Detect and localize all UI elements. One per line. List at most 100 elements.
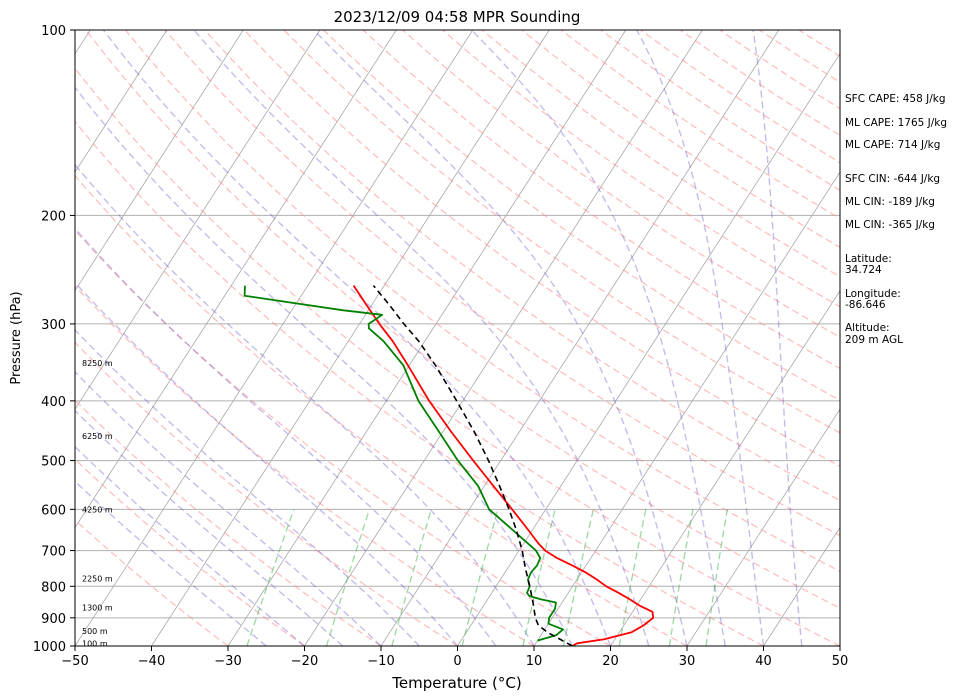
- height-label: 2250 m: [82, 574, 113, 583]
- isotherm-line: [763, 526, 840, 646]
- moist-adiabat-line: [75, 163, 535, 646]
- mixing-ratio-line: [522, 509, 556, 646]
- y-tick-label: 300: [41, 318, 66, 333]
- moist-adiabat-line: [75, 445, 305, 646]
- latitude-value: 34.724: [845, 264, 882, 276]
- isotherm-line: [75, 30, 321, 410]
- latitude-label: Latitude:: [845, 253, 892, 265]
- dry-adiabat-line: [75, 399, 382, 646]
- ml-cin-text-2: ML CIN: -365 J/kg: [845, 219, 935, 231]
- chart-title: 2023/12/09 04:58 MPR Sounding: [334, 8, 581, 26]
- mixing-ratio-line: [461, 509, 499, 646]
- mixing-ratio-line: [562, 509, 594, 646]
- isotherm-line: [533, 171, 840, 646]
- x-ticks: −50 −40 −30 −20 −10 0 10 20 30 40 50: [61, 646, 848, 669]
- temperature-profile-line: [352, 285, 655, 646]
- altitude-value: 209 m AGL: [845, 334, 903, 346]
- x-tick-label: −50: [61, 654, 88, 669]
- longitude-label: Longitude:: [845, 288, 901, 300]
- height-label: 4250 m: [82, 505, 113, 514]
- ml-cape-text-1: ML CAPE: 1765 J/kg: [845, 117, 947, 129]
- y-tick-label: 400: [41, 395, 66, 410]
- sfc-cin-text: SFC CIN: -644 J/kg: [845, 173, 940, 185]
- y-tick-label: 700: [41, 545, 66, 560]
- info-panel: SFC CAPE: 458 J/kg ML CAPE: 1765 J/kg ML…: [845, 93, 947, 346]
- moist-adiabat-line: [75, 86, 573, 646]
- moist-adiabat-line: [75, 480, 267, 646]
- x-tick-label: −40: [138, 654, 165, 669]
- x-tick-label: 0: [453, 654, 461, 669]
- dewpoint-profile-line: [243, 285, 564, 642]
- moist-adiabat-line: [75, 409, 344, 646]
- moist-adiabat-line: [752, 30, 803, 646]
- dry-adiabat-line: [75, 120, 764, 646]
- x-tick-label: −30: [214, 654, 241, 669]
- isotherm-line: [304, 30, 703, 646]
- x-tick-label: 40: [755, 654, 772, 669]
- isotherm-line: [380, 30, 780, 646]
- series-layer: [243, 285, 655, 646]
- height-label: 6250 m: [82, 432, 113, 441]
- x-tick-label: 50: [832, 654, 849, 669]
- y-tick-label: 800: [41, 580, 66, 595]
- longitude-value: -86.646: [845, 299, 886, 311]
- altitude-label: Altitude:: [845, 322, 890, 334]
- isotherm-line: [75, 30, 397, 529]
- moist-adiabat-line: [75, 281, 459, 646]
- mixing-ratio-line: [618, 509, 647, 646]
- isotherm-line: [610, 289, 840, 646]
- moist-adiabat-line: [75, 328, 420, 646]
- y-ticks: 1000 900 800 700 600 500 400 300 200 100: [33, 24, 75, 655]
- moist-adiabat-line: [75, 227, 497, 646]
- y-tick-label: 200: [41, 209, 66, 224]
- mixing-ratio-line: [325, 509, 371, 646]
- height-labels: 100 m 500 m 1300 m 2250 m 4250 m 6250 m 8250 m: [82, 359, 113, 648]
- isotherm-line: [457, 52, 840, 646]
- isotherm-line: [227, 30, 627, 646]
- y-tick-label: 100: [41, 24, 66, 39]
- mixing-ratio-line: [668, 509, 694, 646]
- height-label: 8250 m: [82, 359, 113, 368]
- height-label: 1300 m: [82, 604, 113, 613]
- isotherm-line: [686, 408, 840, 646]
- grid-layer: [75, 30, 840, 646]
- y-tick-label: 1000: [33, 640, 66, 655]
- isotherm-line: [75, 30, 474, 646]
- moist-adiabat-line: [636, 30, 765, 646]
- isotherm-line: [75, 30, 244, 292]
- moist-adiabat-line: [75, 370, 382, 646]
- y-axis-label: Pressure (hPa): [9, 291, 24, 384]
- mixing-ratio-line: [391, 509, 432, 646]
- dry-adiabat-line: [164, 30, 840, 537]
- sfc-cape-text: SFC CAPE: 458 J/kg: [845, 93, 946, 105]
- height-label: 500 m: [82, 627, 108, 636]
- mixing-ratio-line: [246, 509, 295, 646]
- y-tick-label: 900: [41, 612, 66, 627]
- isotherm-line: [151, 30, 550, 646]
- ml-cape-text-2: ML CAPE: 714 J/kg: [845, 139, 940, 151]
- x-tick-label: 10: [526, 654, 543, 669]
- dry-adiabat-line: [75, 229, 611, 646]
- moist-adiabat-line: [470, 30, 726, 646]
- moist-adiabat-line: [193, 30, 650, 646]
- dry-adiabat-line: [85, 30, 840, 609]
- x-tick-label: −10: [367, 654, 394, 669]
- dry-adiabat-line: [75, 458, 305, 646]
- dry-adiabat-line: [75, 174, 688, 646]
- x-tick-label: 30: [679, 654, 696, 669]
- ml-cin-text-1: ML CIN: -189 J/kg: [845, 196, 935, 208]
- dry-adiabat-line: [75, 284, 535, 646]
- isotherm-line: [75, 30, 168, 173]
- parcel-path-line: [372, 285, 573, 646]
- dry-adiabat-line: [124, 30, 840, 573]
- x-tick-label: 20: [602, 654, 619, 669]
- dry-adiabat-line: [75, 67, 840, 646]
- mixing-ratio-line: [705, 509, 728, 646]
- height-label: 100 m: [82, 639, 108, 648]
- plot-frame: [74, 29, 841, 647]
- x-axis-label: Temperature (°C): [391, 674, 521, 692]
- y-tick-label: 600: [41, 503, 66, 518]
- moist-adiabat-line: [102, 30, 612, 646]
- dry-adiabat-line: [75, 518, 229, 646]
